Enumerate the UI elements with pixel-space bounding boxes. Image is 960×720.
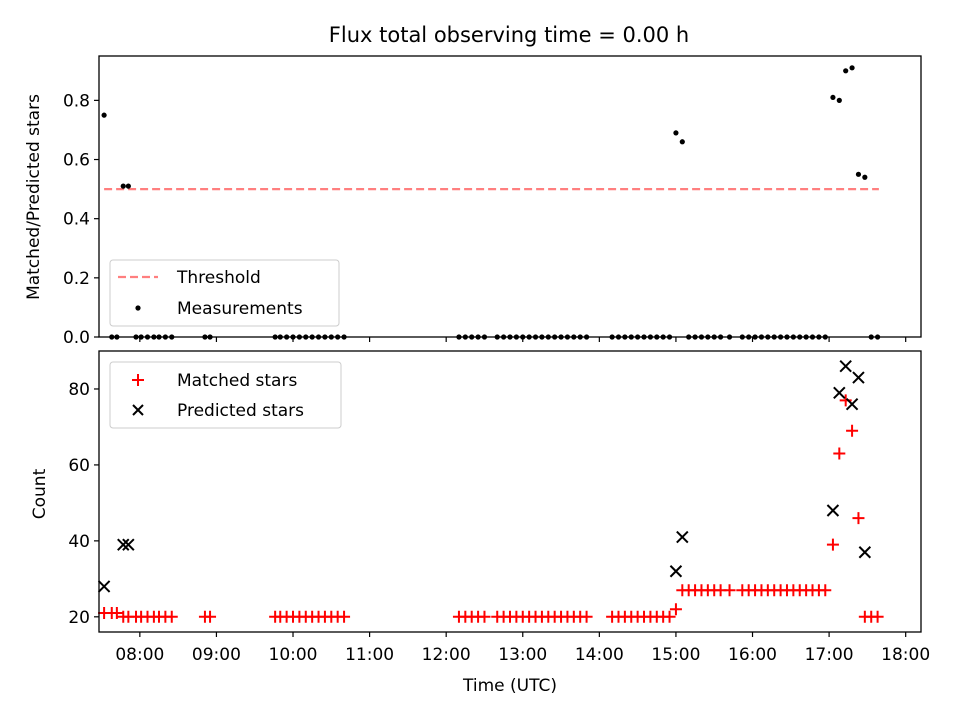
bottom-series [97, 359, 884, 623]
x-tick-label: 12:00 [422, 645, 471, 665]
matched-stars-point [478, 610, 491, 623]
x-tick-label: 09:00 [192, 645, 241, 665]
x-tick-label: 11:00 [345, 645, 394, 665]
predicted-stars-point [839, 359, 852, 373]
bottom-legend: Matched stars Predicted stars [109, 361, 342, 429]
x-tick-label: 08:00 [115, 645, 164, 665]
matched-stars-point [723, 584, 736, 597]
predicted-stars-point [676, 530, 689, 544]
y-tick-label: 60 [68, 456, 90, 476]
measurements-legend-swatch [135, 305, 141, 311]
measurement-point [855, 171, 862, 177]
matched-legend-swatch [132, 374, 144, 386]
matched-stars-point [819, 584, 832, 597]
predicted-stars-point [669, 565, 683, 578]
chart-title: Flux total observing time = 0.00 h [329, 23, 689, 47]
matched-stars-point [165, 610, 178, 623]
matched-legend-label: Matched stars [177, 371, 297, 391]
x-tick-label: 18:00 [881, 645, 930, 665]
y-tick-label: 20 [68, 608, 90, 628]
measurement-point [830, 94, 836, 101]
predicted-legend-swatch [132, 404, 144, 416]
measurement-point [679, 139, 685, 145]
x-tick-label: 17:00 [805, 645, 854, 665]
bottom-y-axis-label: Count [30, 468, 50, 519]
y-tick-label: 0.0 [63, 328, 90, 348]
matched-stars-point [338, 610, 351, 623]
predicted-stars-point [97, 580, 111, 593]
predicted-legend-label: Predicted stars [177, 401, 304, 421]
x-tick-label: 16:00 [728, 645, 777, 665]
matched-stars-point [110, 607, 123, 620]
predicted-stars-point [852, 371, 865, 384]
measurement-point [673, 130, 679, 136]
y-tick-label: 0.4 [63, 210, 90, 230]
top-panel: 0.00.20.40.60.8 Matched/Predicted stars … [24, 55, 922, 348]
x-tick-label: 10:00 [269, 645, 318, 665]
measurement-point [120, 183, 126, 189]
top-ticks: 0.0 0.2 0.4 0.6 0.8 [63, 91, 907, 348]
matched-stars-point [839, 394, 852, 407]
matched-stars-point [833, 447, 846, 460]
bottom-ticks: 08:00 09:00 10:00 11:00 12:00 13:00 14:00 15:00… [68, 380, 930, 665]
top-y-axis-label: Matched/Predicted stars [24, 94, 44, 300]
y-tick-label: 0.8 [63, 91, 90, 111]
x-tick-label: 13:00 [498, 645, 547, 665]
y-tick-label: 40 [68, 532, 90, 552]
measurement-point [101, 112, 107, 118]
predicted-stars-point [117, 538, 130, 551]
matched-stars-point [580, 610, 593, 623]
top-legend: Threshold Measurements [109, 259, 340, 327]
bottom-legend-box [109, 361, 342, 429]
measurement-point [125, 183, 131, 189]
measurements-legend-label: Measurements [177, 299, 303, 319]
top-legend-box [109, 259, 340, 327]
matched-stars-point [669, 603, 682, 616]
measurement-point [849, 65, 855, 71]
bottom-axes-frame [98, 350, 922, 633]
top-axes-frame [98, 55, 922, 338]
predicted-stars-point [826, 504, 840, 517]
matched-stars-point [871, 610, 884, 623]
measurement-point [843, 68, 849, 74]
threshold-legend-label: Threshold [176, 268, 261, 288]
matched-stars-point [826, 538, 839, 551]
x-tick-label: 15:00 [651, 645, 700, 665]
measurement-point [836, 97, 842, 103]
measurement-point [862, 174, 868, 180]
matched-stars-point [852, 512, 865, 525]
y-tick-label: 0.2 [63, 269, 90, 289]
bottom-panel: 08:00 09:00 10:00 11:00 12:00 13:00 14:00 15:00… [30, 350, 930, 696]
matched-stars-point [663, 610, 676, 623]
predicted-stars-point [845, 397, 859, 411]
predicted-stars-point [122, 538, 135, 551]
x-tick-label: 14:00 [575, 645, 624, 665]
matched-stars-point [204, 610, 217, 623]
y-tick-label: 0.6 [63, 151, 90, 171]
x-axis-label: Time (UTC) [462, 676, 557, 696]
predicted-stars-point [833, 386, 846, 399]
matched-stars-point [846, 424, 859, 437]
y-tick-label: 80 [68, 380, 90, 400]
predicted-stars-point [858, 546, 872, 559]
